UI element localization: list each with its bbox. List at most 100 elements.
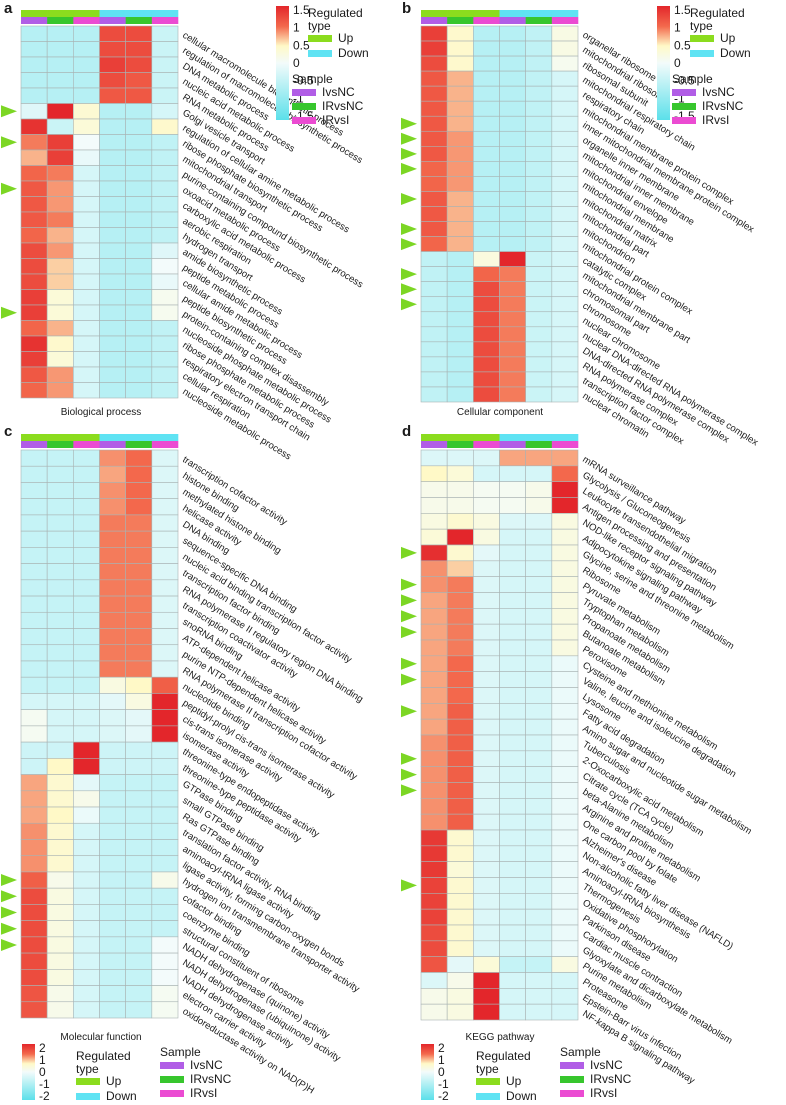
heatmap-cell	[525, 576, 553, 593]
heatmap-cell	[125, 41, 153, 58]
heatmap-cell	[46, 41, 74, 58]
heatmap-cell	[73, 87, 100, 104]
heatmap-cell	[151, 709, 179, 727]
heatmap-cell	[99, 676, 126, 694]
heatmap-cell	[20, 304, 48, 321]
heatmap-cell	[525, 221, 553, 237]
regulated-type-bar	[447, 434, 474, 441]
heatmap-cell	[525, 40, 553, 57]
sample-bar	[21, 17, 48, 24]
heatmap-cell	[525, 266, 553, 282]
regulated-type-title: Regulated	[76, 1049, 131, 1063]
heatmap-cell	[499, 798, 526, 815]
heatmap-cell	[551, 908, 579, 926]
sample-bar	[473, 441, 500, 448]
heatmap-cell	[20, 904, 48, 921]
heatmap-cell	[499, 988, 526, 1005]
heatmap-cell	[420, 266, 448, 282]
heatmap-cell	[473, 513, 500, 530]
regulated-type-title: Regulated	[690, 6, 745, 20]
heatmap-cell	[99, 969, 126, 986]
heatmap-cell	[551, 251, 579, 267]
heatmap-cell	[525, 465, 553, 482]
heatmap-cell	[473, 356, 500, 373]
heatmap-cell	[99, 41, 126, 58]
heatmap-cell	[551, 449, 579, 467]
colorbar-tick: 1	[438, 1053, 445, 1067]
down-swatch	[476, 1093, 500, 1100]
heatmap-cell	[446, 221, 474, 237]
heatmap-cell	[551, 782, 579, 799]
heatmap-cell	[99, 514, 126, 532]
heatmap-cell	[473, 130, 500, 147]
heatmap-cell	[473, 972, 500, 989]
heatmap-cell	[499, 655, 526, 672]
heatmap-cell	[20, 563, 48, 581]
heatmap-cell	[499, 608, 526, 625]
heatmap-cell	[473, 146, 500, 162]
heatmap-cell	[20, 382, 48, 399]
heatmap-cell	[499, 893, 526, 910]
heatmap-cell	[20, 366, 48, 383]
heatmap-cell	[73, 149, 100, 166]
colorbar	[657, 6, 670, 120]
heatmap-cell	[99, 855, 126, 873]
heatmap-cell	[99, 985, 126, 1003]
heatmap-cell	[125, 211, 153, 228]
highlight-arrow-marker	[1, 306, 17, 319]
heatmap-cell	[73, 741, 100, 759]
colorbar-tick: -1	[293, 91, 304, 105]
heatmap-cell	[125, 1001, 153, 1019]
heatmap-cell	[125, 595, 153, 613]
heatmap-cell	[446, 481, 474, 498]
heatmap-cell	[499, 1003, 526, 1021]
heatmap-cell	[125, 134, 153, 151]
legend-legend_big: 210-1-2RegulatedtypeUpDownSampleIvsNCIRv…	[421, 1041, 632, 1103]
heatmap-cell	[125, 628, 153, 646]
panel-title: Molecular function	[60, 1032, 141, 1043]
heatmap-cell	[73, 693, 100, 710]
sample-label: IRvsNC	[590, 1072, 632, 1086]
heatmap-cell	[551, 813, 579, 831]
heatmap-cell	[499, 70, 526, 87]
heatmap-cell	[73, 227, 100, 244]
heatmap-cell	[420, 528, 448, 546]
up-swatch	[690, 35, 714, 42]
heatmap-cell	[99, 149, 126, 166]
heatmap-cell	[125, 871, 153, 889]
heatmap-cell	[20, 920, 48, 938]
heatmap-cell	[73, 351, 100, 368]
heatmap-cell	[46, 644, 74, 662]
heatmap-cell	[446, 326, 474, 343]
heatmap-cell	[73, 871, 100, 889]
heatmap-cell	[125, 985, 153, 1003]
heatmap-cell	[73, 449, 100, 467]
heatmap-cell	[446, 908, 474, 926]
heatmap-cell	[20, 180, 48, 197]
heatmap-cell	[73, 758, 100, 775]
heatmap-cell	[473, 281, 500, 298]
regulated-type-bar	[421, 10, 448, 17]
heatmap-cell	[499, 877, 526, 894]
up-swatch	[476, 1078, 500, 1085]
heatmap-cell	[46, 579, 74, 597]
sample-swatch	[560, 1062, 584, 1069]
heatmap-cell	[125, 936, 153, 954]
heatmap-cell	[446, 146, 474, 162]
sample-bar	[73, 441, 100, 448]
colorbar-tick: 0.5	[293, 38, 310, 52]
heatmap-cell	[499, 671, 526, 688]
colorbar-tick: 0	[293, 56, 300, 70]
heatmap-cell	[551, 940, 579, 957]
heatmap-cell	[525, 146, 553, 162]
heatmap-cell	[473, 221, 500, 237]
heatmap-cell	[99, 887, 126, 905]
heatmap-cell	[73, 806, 100, 824]
highlight-arrow-marker	[1, 938, 17, 951]
heatmap-cell	[499, 734, 526, 752]
heatmap-cell	[46, 806, 74, 824]
sample-title: Sample	[560, 1045, 601, 1059]
heatmap-cell	[99, 118, 126, 135]
heatmap-cell	[499, 497, 526, 514]
heatmap-cell	[151, 165, 179, 182]
